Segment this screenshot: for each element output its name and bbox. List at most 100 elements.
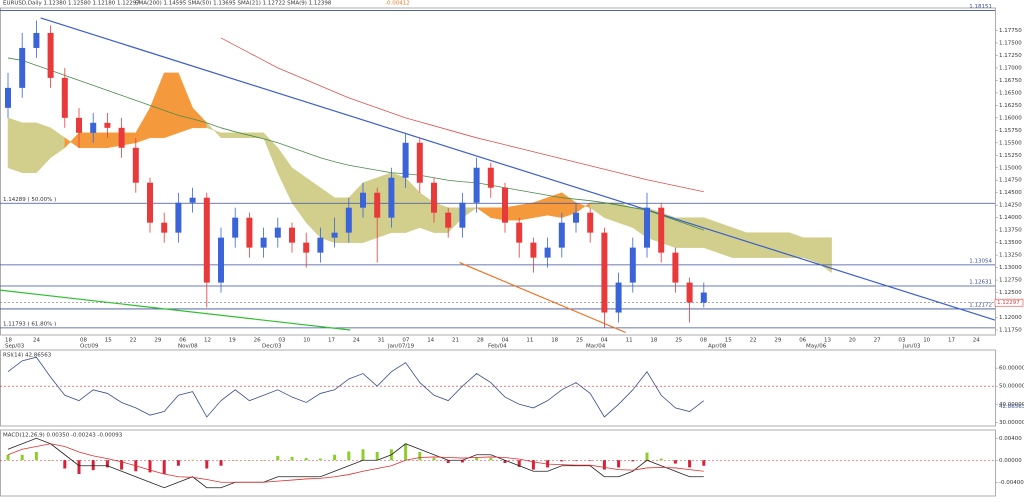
- x-tick-label: 19: [229, 338, 236, 344]
- candle-body: [558, 222, 565, 248]
- macd-bar: [77, 460, 81, 474]
- x-month-label: Sep/03: [5, 344, 25, 350]
- candle-body: [104, 122, 111, 128]
- y-tick-label: 1.15500: [999, 140, 1022, 146]
- macd-bar: [659, 458, 663, 461]
- macd-bar: [6, 454, 10, 461]
- cloud: [475, 207, 492, 219]
- cloud: [731, 227, 747, 258]
- x-month-label: Feb/04: [488, 344, 507, 350]
- x-month-label: Nov/08: [178, 344, 198, 350]
- candle-body: [360, 192, 366, 208]
- cloud: [717, 222, 733, 258]
- candle-body: [644, 207, 650, 248]
- candle-body: [5, 87, 11, 108]
- candle-body: [530, 242, 537, 258]
- x-tick-label: 06: [179, 338, 186, 344]
- x-month-label: Mar/04: [586, 344, 606, 350]
- macd-bar: [361, 449, 365, 461]
- x-tick-label: 14: [427, 338, 434, 344]
- y-tick-label: 1.17500: [999, 40, 1022, 46]
- candle-body: [246, 217, 253, 248]
- cloud: [305, 177, 321, 239]
- cloud: [50, 127, 66, 159]
- rsi-tick-label: 50.00000: [999, 384, 1024, 390]
- x-month-label: Jun/03: [902, 344, 921, 350]
- trendline: [459, 262, 626, 334]
- candle-body: [76, 117, 82, 133]
- y-tick-label: 1.12500: [999, 290, 1022, 296]
- candle-body: [19, 47, 26, 88]
- x-tick-label: 11: [526, 338, 533, 344]
- x-tick-label: 08: [80, 338, 87, 344]
- macd-bar: [20, 454, 24, 461]
- moving-average: [7, 57, 704, 231]
- candle-body: [61, 77, 68, 118]
- candle-body: [686, 282, 693, 303]
- rsi-tick-label: 60.00000: [999, 366, 1024, 372]
- x-month-label: Jan/07/19: [387, 344, 415, 350]
- candle-body: [445, 212, 452, 228]
- level-label: 1.12172: [969, 302, 992, 308]
- candle-body: [402, 142, 409, 178]
- macd-title: MACD(12,26,9) 0.00350 -0.00243 -0.00093: [3, 433, 123, 439]
- candle-body: [132, 147, 139, 183]
- y-tick-label: 1.14250: [999, 203, 1022, 209]
- macd-bar: [105, 460, 109, 468]
- current-price-label: 1.12297: [997, 300, 1020, 306]
- y-tick-label: 1.17000: [999, 65, 1022, 71]
- candle-body: [573, 212, 579, 223]
- y-tick-label: 1.12750: [999, 278, 1022, 284]
- candle-body: [601, 232, 608, 313]
- y-tick-label: 1.14500: [999, 190, 1022, 196]
- rsi-title: RSI(14) 42.86563: [3, 353, 52, 359]
- x-tick-label: 12: [204, 338, 211, 344]
- header: EURUSD,Daily 1.12380 1.12580 1.12180 1.1…: [3, 1, 140, 7]
- x-tick-label: 03: [278, 338, 285, 344]
- candle-body: [218, 237, 224, 283]
- candle-body: [274, 227, 281, 238]
- cloud: [149, 72, 165, 139]
- candle-body: [487, 167, 494, 188]
- cloud: [7, 117, 23, 174]
- macd-tick-label: 0.00000: [999, 458, 1022, 464]
- macd-bar: [219, 460, 223, 466]
- macd-bar: [333, 454, 337, 461]
- candle-body: [615, 282, 622, 313]
- x-tick-label: 26: [254, 338, 261, 344]
- candle-body: [189, 197, 196, 203]
- macd-bar: [63, 460, 67, 469]
- x-tick-label: 18: [650, 338, 657, 344]
- candle-body: [473, 167, 480, 203]
- macd-bar: [475, 457, 479, 461]
- main-frame: [0, 7, 996, 336]
- y-tick-label: 1.16500: [999, 90, 1022, 96]
- cloud: [291, 167, 307, 224]
- y-tick-label: 1.13250: [999, 253, 1022, 259]
- macd-bar: [148, 460, 152, 473]
- y-tick-label: 1.17750: [999, 28, 1022, 34]
- macd-bar: [49, 460, 53, 461]
- level-label: 1.11793 ( 61.80% ): [3, 321, 56, 327]
- candle-body: [203, 197, 210, 283]
- macd-bar: [162, 460, 166, 474]
- y-tick-label: 1.12000: [999, 315, 1022, 321]
- current-price-box: [994, 298, 1024, 307]
- macd-bar: [645, 452, 649, 461]
- macd-bar: [688, 460, 692, 468]
- macd-bar: [262, 460, 266, 461]
- macd-bar: [446, 460, 450, 463]
- cloud: [36, 122, 51, 174]
- y-tick-label: 1.13500: [999, 240, 1022, 246]
- x-tick-label: 27: [874, 338, 881, 344]
- cloud: [788, 232, 804, 258]
- candle-body: [232, 217, 239, 238]
- y-tick-label: 1.16750: [999, 78, 1022, 84]
- rsi-current-label: 42.86563: [999, 404, 1024, 410]
- y-tick-label: 1.16000: [999, 115, 1022, 121]
- macd-bar: [120, 460, 124, 470]
- x-tick-label: 22: [750, 338, 757, 344]
- candle-body: [147, 182, 153, 223]
- x-tick-label: 03: [898, 338, 905, 344]
